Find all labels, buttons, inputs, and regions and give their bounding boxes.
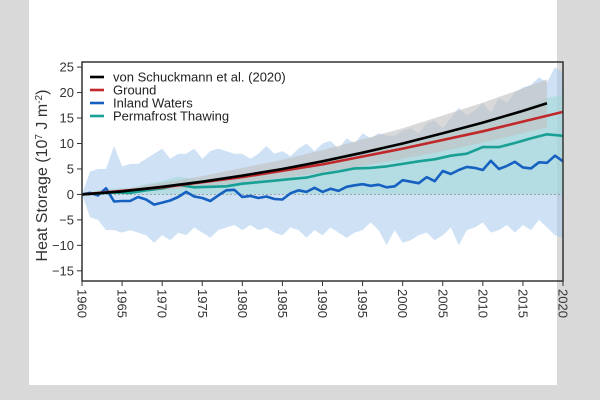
legend-label-inland-waters: Inland Waters xyxy=(113,96,193,111)
y-tick-label: −10 xyxy=(52,238,74,253)
y-axis-label-exp1: 7 xyxy=(34,134,45,140)
x-tick-label: 1975 xyxy=(195,289,210,318)
y-tick-label: −15 xyxy=(52,263,74,278)
line-von-schuckmann-et-al-2020 xyxy=(81,102,548,196)
y-tick-label: 15 xyxy=(60,111,74,126)
y-axis-label-mid: J m xyxy=(34,104,51,134)
x-tick-label: 1990 xyxy=(315,289,330,318)
y-axis-label-end: ) xyxy=(34,90,51,95)
y-tick-label: 0 xyxy=(67,187,74,202)
y-tick-label: 5 xyxy=(67,161,74,176)
x-tick-label: 2015 xyxy=(515,289,530,318)
legend-label-von-schuckmann-et-al-2020: von Schuckmann et al. (2020) xyxy=(113,70,286,85)
x-tick-label: 1965 xyxy=(115,289,130,318)
series-lines xyxy=(81,102,564,206)
y-axis-label: Heat Storage (107 J m-2) xyxy=(34,90,52,262)
x-tick-label: 1985 xyxy=(275,289,290,318)
x-tick-label: 1960 xyxy=(75,289,90,318)
legend: von Schuckmann et al. (2020)GroundInland… xyxy=(90,70,286,124)
legend-label-permafrost-thawing: Permafrost Thawing xyxy=(113,109,229,124)
line-inland-waters xyxy=(81,154,564,206)
x-tick-label: 1995 xyxy=(355,289,370,318)
x-axis-ticks: 1960 1965 1970 1975 1980 1985 1990 1995 2000 2005… xyxy=(75,281,571,318)
y-tick-label: 25 xyxy=(60,60,74,75)
x-tick-label: 1970 xyxy=(155,289,170,318)
y-tick-label: 10 xyxy=(60,136,74,151)
band-permafrost-thawing xyxy=(82,95,563,195)
y-axis-label-exp2: -2 xyxy=(34,94,45,103)
x-tick-label: 1980 xyxy=(235,289,250,318)
x-tick-label: 2010 xyxy=(475,289,490,318)
page-background-strip xyxy=(0,385,600,400)
y-axis-ticks: −15 −10 −5 0 5 10 15 20 25 xyxy=(52,60,82,278)
legend-label-ground: Ground xyxy=(113,83,156,98)
x-tick-label: 2005 xyxy=(435,289,450,318)
y-tick-label: −5 xyxy=(59,212,74,227)
y-axis-label-main: Heat Storage (10 xyxy=(34,139,51,261)
y-tick-label: 20 xyxy=(60,85,74,100)
x-tick-label: 2020 xyxy=(556,289,571,318)
x-tick-label: 2000 xyxy=(395,289,410,318)
